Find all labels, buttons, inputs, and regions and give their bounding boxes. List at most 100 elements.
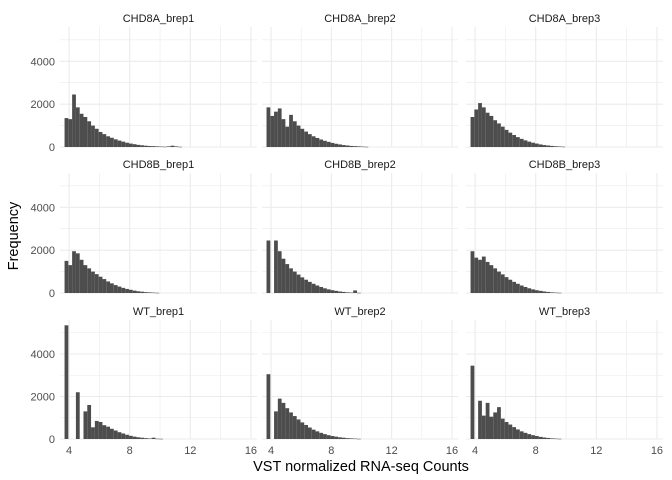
histogram-bar: [147, 292, 152, 293]
histogram-bar: [274, 240, 278, 293]
histogram-bar: [113, 285, 118, 293]
panel-CHD8B_brep2: CHD8B_brep2: [262, 159, 458, 294]
histogram-bar: [300, 422, 305, 439]
histogram-bar: [102, 279, 107, 293]
histogram-bar: [106, 281, 111, 293]
x-tick-label: 16: [245, 445, 257, 457]
histogram-bar: [334, 143, 339, 147]
panel-CHD8A_brep1: CHD8A_brep1: [60, 13, 257, 148]
histogram-bar: [356, 438, 361, 440]
histogram-bar: [341, 145, 346, 147]
y-tick-label: 0: [49, 142, 55, 154]
histogram-bar: [531, 435, 535, 439]
panel-title: WT_brep2: [334, 306, 385, 318]
histogram-bar: [512, 135, 517, 147]
histogram-bar: [144, 292, 148, 293]
histogram-bar: [75, 253, 80, 293]
histogram-bar: [144, 145, 148, 147]
histogram-bar: [285, 126, 290, 147]
histogram-bar: [117, 140, 122, 147]
y-tick-label: 4000: [31, 349, 55, 361]
histogram-bar: [117, 432, 122, 439]
panel-title: CHD8A_brep1: [123, 13, 195, 25]
histogram-bar: [512, 281, 517, 293]
y-tick-label: 0: [49, 434, 55, 446]
histogram-bar: [155, 146, 160, 147]
histogram-bar: [516, 283, 520, 293]
panel-title: CHD8B_brep2: [324, 159, 396, 171]
histogram-bar: [478, 259, 482, 293]
histogram-bar: [281, 258, 286, 293]
histogram-bar: [315, 285, 320, 293]
histogram-bar: [353, 290, 357, 293]
histogram-bar: [292, 271, 297, 293]
histogram-bar: [508, 132, 513, 147]
histogram-bar: [128, 289, 133, 293]
histogram-bar: [546, 145, 551, 147]
histogram-bar: [75, 392, 80, 439]
histogram-bar: [493, 412, 498, 439]
histogram-bar: [474, 257, 479, 293]
histogram-bar: [151, 292, 156, 294]
histogram-bar: [338, 144, 342, 147]
histogram-bar: [72, 251, 76, 293]
histogram-bar: [136, 291, 141, 293]
histogram-bar: [319, 432, 324, 439]
histogram-bar: [304, 424, 308, 439]
histogram-bar: [516, 429, 520, 439]
histogram-bar: [326, 289, 331, 293]
histogram-bar: [128, 435, 133, 439]
histogram-bar: [315, 431, 320, 439]
histogram-bar: [349, 438, 354, 439]
histogram-bar: [330, 290, 335, 293]
histogram-bar: [470, 117, 475, 147]
histogram-bar: [527, 288, 532, 293]
histogram-bar: [356, 146, 361, 147]
histogram-bar: [304, 131, 308, 147]
histogram-bar: [289, 268, 293, 293]
x-tick-label: 4: [472, 445, 478, 457]
histogram-bar: [538, 436, 543, 439]
histogram-bar: [307, 281, 312, 293]
histogram-bar: [489, 416, 494, 439]
histogram-bar: [356, 292, 361, 294]
histogram-bar: [341, 437, 346, 439]
histogram-bar: [493, 120, 498, 147]
histogram-bar: [102, 425, 107, 439]
histogram-bar: [311, 136, 316, 147]
histogram-bar: [285, 408, 290, 439]
histogram-bar: [353, 146, 357, 147]
histogram-bar: [519, 285, 524, 293]
y-tick-label: 0: [49, 288, 55, 300]
histogram-bar: [523, 287, 528, 293]
histogram-bar: [87, 405, 92, 439]
histogram-bar: [296, 125, 301, 147]
histogram-bar: [508, 424, 513, 439]
histogram-bar: [557, 146, 562, 147]
histogram-bar: [102, 134, 107, 147]
histogram-bar: [277, 251, 282, 293]
panel-CHD8A_brep2: CHD8A_brep2: [262, 13, 458, 148]
panel-title: CHD8B_brep1: [123, 159, 195, 171]
histogram-bar: [151, 146, 156, 147]
histogram-bar: [345, 145, 350, 147]
histogram-bar: [470, 365, 475, 439]
histogram-bar: [300, 128, 305, 147]
histogram-bar: [531, 289, 535, 293]
histogram-bar: [516, 137, 520, 147]
histogram-bar: [113, 430, 118, 439]
histogram-bar: [147, 438, 152, 439]
axes-layer: 0 2000 4000 0 2000 4000 0 2000 4000 4 8 12 16 4 8 12 16 4…: [31, 56, 664, 457]
histogram-bar: [144, 438, 148, 439]
histogram-bar: [270, 115, 275, 147]
histogram-bar: [140, 437, 145, 439]
histogram-bar: [98, 422, 103, 439]
panel-title: CHD8A_brep2: [324, 13, 396, 25]
histogram-bar: [91, 427, 95, 439]
histogram-bar: [504, 422, 509, 439]
histogram-bar: [504, 277, 509, 293]
histogram-bar: [341, 291, 346, 293]
histogram-bar: [497, 123, 501, 147]
histogram-bar: [296, 274, 301, 293]
